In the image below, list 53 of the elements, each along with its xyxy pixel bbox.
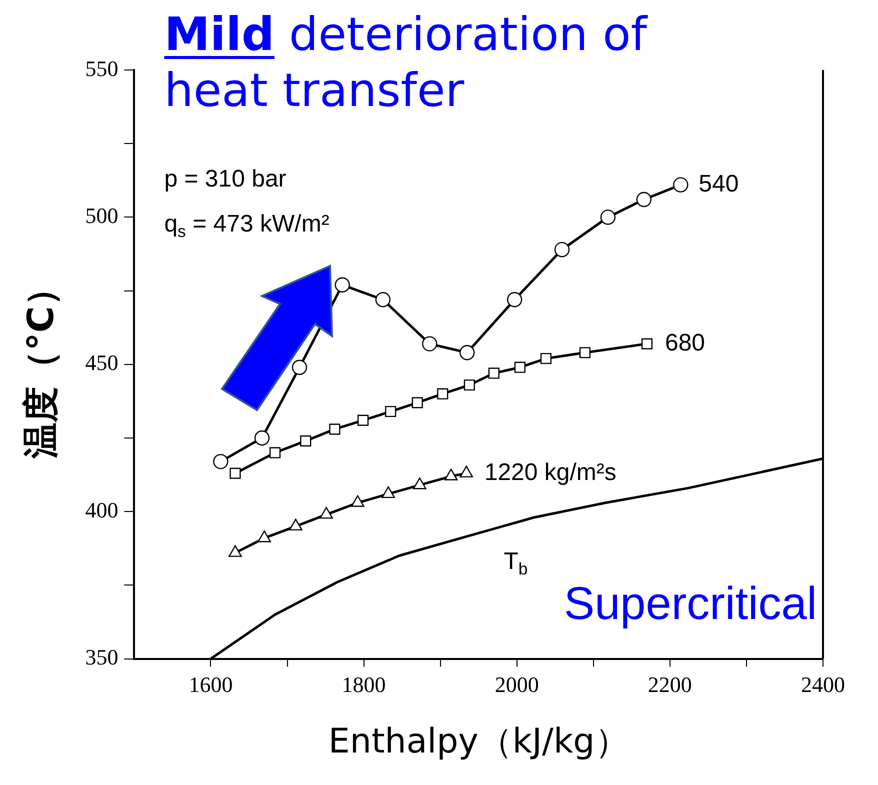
point	[385, 406, 396, 418]
point	[329, 424, 340, 435]
point	[673, 177, 688, 192]
y-tick-label: 350	[85, 644, 118, 670]
point	[228, 545, 242, 557]
y-tick-label: 550	[85, 56, 118, 81]
annotation: Supercritical	[564, 576, 817, 629]
point	[464, 379, 475, 391]
point	[444, 468, 458, 480]
point	[412, 397, 423, 408]
y-axis-title: 温度（°C）	[20, 270, 62, 460]
point	[230, 468, 241, 479]
x-axis-title: Enthalpy（kJ/kg）	[328, 721, 629, 762]
point	[351, 495, 364, 507]
series-label: 540	[698, 170, 739, 198]
point	[600, 210, 616, 225]
y-tick-label: 450	[85, 350, 118, 376]
point	[320, 506, 333, 519]
x-tick-label: 2200	[648, 672, 692, 697]
point	[289, 518, 302, 530]
point	[437, 388, 448, 400]
y-tick-label: 400	[85, 497, 118, 522]
point	[579, 347, 591, 358]
point	[413, 478, 426, 490]
series-label: 680	[664, 329, 706, 356]
point	[334, 277, 350, 293]
point	[357, 414, 369, 426]
x-tick-label: 1600	[188, 672, 233, 697]
point	[460, 466, 474, 478]
point	[488, 368, 500, 379]
annotation: p = 310 bar	[164, 166, 286, 193]
x-tick-label: 2400	[801, 672, 845, 697]
series-label: 1220 kg/m²s	[484, 458, 616, 486]
point	[641, 338, 653, 350]
point	[554, 242, 570, 258]
point	[269, 447, 281, 458]
point	[300, 435, 312, 446]
point	[292, 360, 308, 375]
point	[254, 430, 270, 446]
point	[636, 192, 652, 208]
point	[540, 352, 552, 364]
point	[382, 486, 395, 498]
point	[514, 362, 526, 373]
point	[375, 292, 391, 308]
point	[460, 345, 475, 360]
point	[506, 292, 522, 308]
point	[258, 530, 271, 542]
y-tick-label: 500	[85, 202, 118, 228]
point	[213, 454, 228, 470]
x-tick-label: 1800	[342, 672, 386, 697]
x-tick-label: 2000	[494, 672, 539, 697]
point	[422, 336, 438, 352]
chart-title: Mild deterioration of heat transfer	[164, 7, 647, 117]
